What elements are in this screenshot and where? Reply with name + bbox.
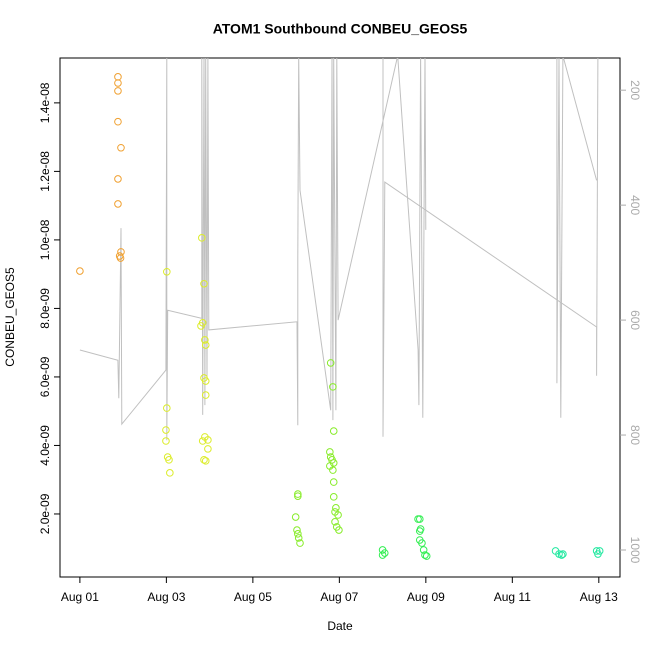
y-tick-label: 1.0e-08 xyxy=(38,219,52,260)
plot-area xyxy=(76,58,604,560)
data-point xyxy=(198,437,207,445)
data-point xyxy=(329,466,337,474)
data-point xyxy=(114,87,122,95)
x-tick-label: Aug 13 xyxy=(580,590,618,604)
data-point xyxy=(162,437,170,445)
data-point xyxy=(201,457,210,465)
data-point xyxy=(162,426,170,434)
data-point xyxy=(200,279,208,288)
y-tick-label: 1.2e-08 xyxy=(38,151,52,192)
y2-tick-label: 400 xyxy=(628,195,642,215)
data-point xyxy=(415,527,424,535)
y-tick-label: 8.0e-09 xyxy=(38,288,52,329)
data-point xyxy=(332,504,340,512)
data-point xyxy=(201,391,210,399)
data-point xyxy=(200,456,208,464)
x-axis-label: Date xyxy=(327,619,353,633)
x-tick-label: Aug 11 xyxy=(494,590,531,604)
y-tick-label: 1.4e-08 xyxy=(38,82,52,123)
data-point xyxy=(114,79,122,87)
data-point xyxy=(329,493,338,501)
data-point xyxy=(197,322,205,330)
data-point xyxy=(380,549,389,557)
y2-tick-label: 800 xyxy=(628,425,642,445)
data-point xyxy=(331,518,339,526)
data-point xyxy=(204,445,212,453)
data-point xyxy=(117,143,125,152)
data-point xyxy=(163,267,171,276)
data-point xyxy=(415,515,424,523)
data-point xyxy=(201,336,209,344)
data-point xyxy=(422,552,431,560)
data-point xyxy=(334,511,342,519)
data-point xyxy=(329,478,338,486)
data-point xyxy=(557,551,566,559)
data-point xyxy=(201,341,210,349)
data-point xyxy=(294,490,302,498)
data-point xyxy=(329,383,337,391)
data-point xyxy=(421,551,429,559)
y-tick-label: 6.0e-09 xyxy=(38,356,52,397)
data-point xyxy=(114,200,122,208)
y2-tick-label: 200 xyxy=(628,80,642,100)
data-point xyxy=(198,234,206,242)
data-point xyxy=(326,448,334,456)
data-point xyxy=(418,539,426,547)
chart-title: ATOM1 Southbound CONBEU_GEOS5 xyxy=(213,21,468,37)
data-point xyxy=(595,547,604,555)
data-point xyxy=(114,175,122,183)
data-point xyxy=(378,551,387,559)
data-point xyxy=(294,492,302,500)
profile-line xyxy=(79,58,599,441)
data-point xyxy=(296,539,304,547)
data-point xyxy=(201,377,210,385)
data-point xyxy=(204,436,212,444)
x-tick-label: Aug 05 xyxy=(234,590,272,604)
data-point xyxy=(294,534,303,542)
plot-frame xyxy=(59,57,621,578)
data-point xyxy=(114,117,122,126)
data-point xyxy=(326,359,335,367)
x-tick-label: Aug 01 xyxy=(61,590,99,604)
data-point xyxy=(291,513,300,521)
x-tick-label: Aug 09 xyxy=(407,590,445,604)
y-tick-label: 2.0e-09 xyxy=(38,493,52,534)
data-point xyxy=(329,427,338,435)
x-tick-label: Aug 07 xyxy=(320,590,358,604)
data-point xyxy=(335,526,343,534)
y-tick-label: 4.0e-09 xyxy=(38,425,52,466)
data-point xyxy=(163,404,171,412)
y2-tick-label: 600 xyxy=(628,310,642,330)
y2-tick-label: 1000 xyxy=(628,537,642,564)
x-tick-label: Aug 03 xyxy=(147,590,185,604)
data-point xyxy=(166,469,174,477)
data-point xyxy=(294,530,302,538)
data-point xyxy=(165,456,173,464)
data-point xyxy=(115,252,124,260)
data-point xyxy=(114,73,122,81)
y-axis-label: CONBEU_GEOS5 xyxy=(3,267,17,367)
data-point xyxy=(419,546,428,554)
data-point xyxy=(76,267,84,275)
data-point xyxy=(559,550,567,558)
data-point xyxy=(293,526,301,534)
